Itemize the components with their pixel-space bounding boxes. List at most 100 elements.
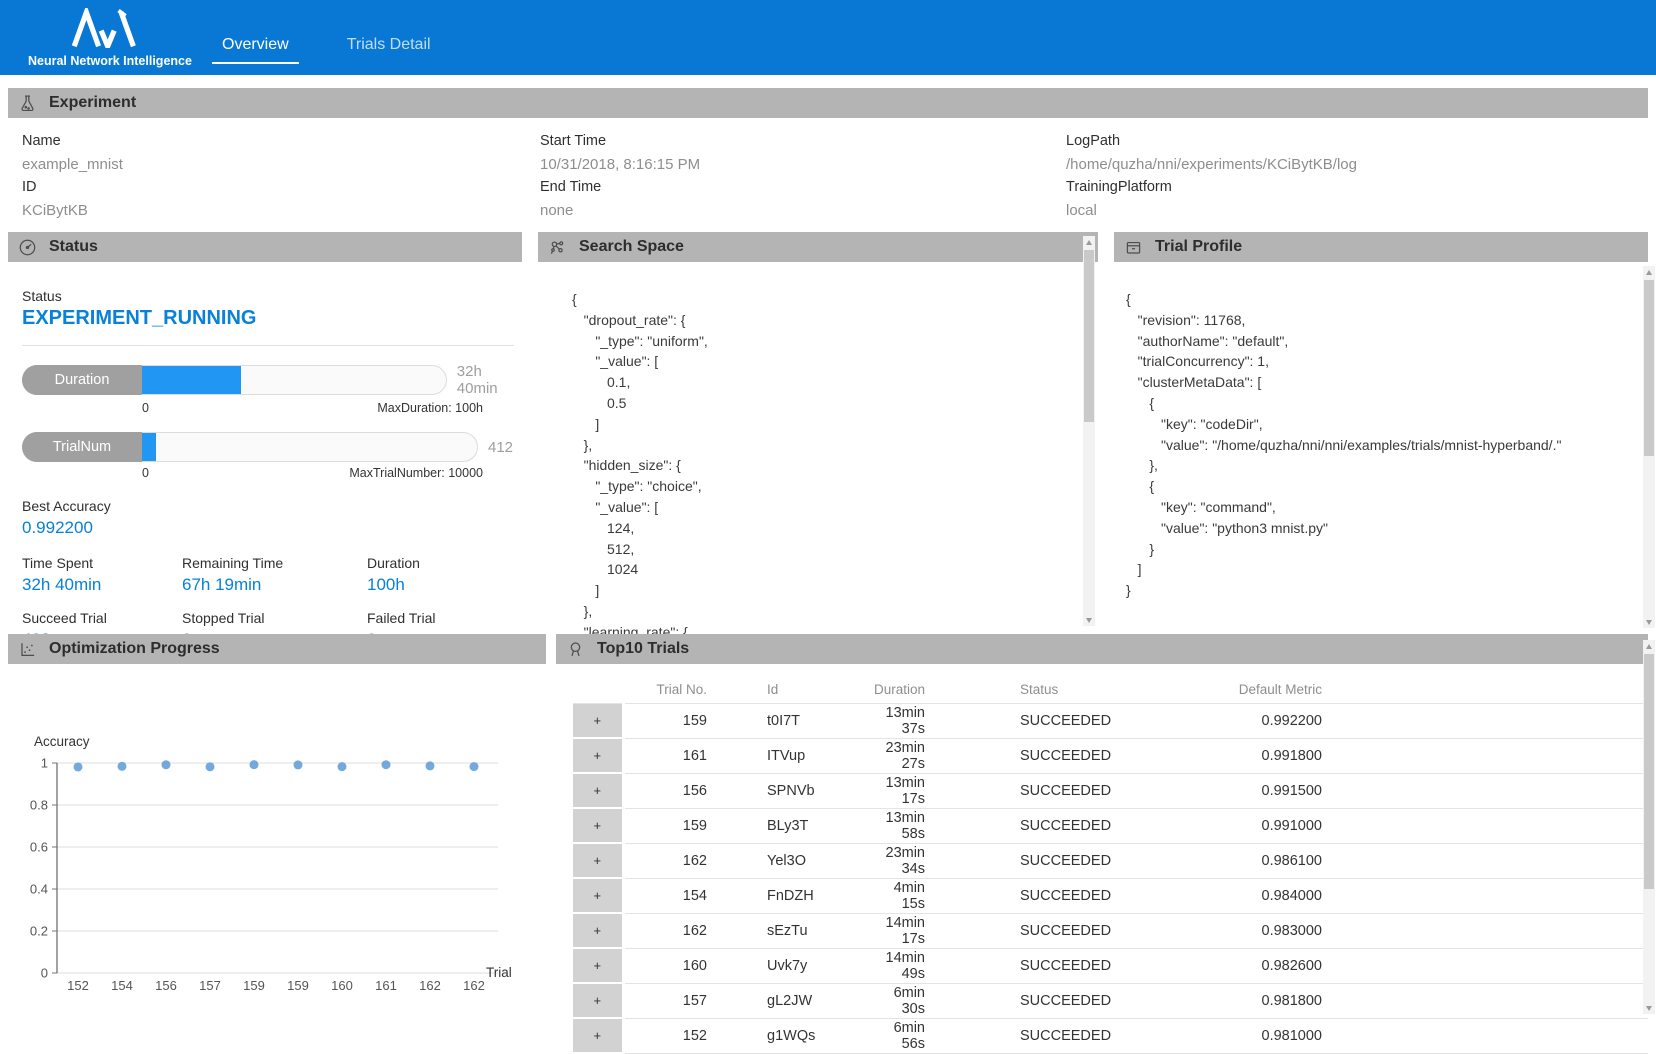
trial-no-cell: 159 [623, 703, 733, 738]
best-accuracy-value: 0.992200 [22, 518, 522, 538]
trialnum-progress-row: TrialNum 412 [22, 432, 522, 462]
experiment-name-value: example_mnist [22, 153, 540, 176]
trialnum-progress-bar: TrialNum [22, 432, 478, 462]
scroll-thumb[interactable] [1644, 654, 1654, 889]
metric-cell: 0.983000 [1218, 913, 1648, 948]
page-scrollbar-upper[interactable] [1643, 266, 1655, 628]
svg-text:159: 159 [287, 978, 309, 993]
metric-cell: 0.991800 [1218, 738, 1648, 773]
search-space-scroll-thumb[interactable] [1084, 250, 1094, 422]
status-cell: SUCCEEDED [988, 843, 1218, 878]
table-row: + 152 g1WQs 6min 56s SUCCEEDED 0.981000 [573, 1018, 1648, 1053]
svg-text:0: 0 [41, 966, 48, 981]
tab-overview[interactable]: Overview [212, 36, 299, 64]
training-platform-value: local [1066, 199, 1648, 222]
trial-profile-header: Trial Profile [1114, 232, 1648, 262]
trial-id-cell: g1WQs [733, 1018, 868, 1053]
search-space-scrollbar[interactable] [1083, 236, 1095, 626]
table-row: + 159 t0I7T 13min 37s SUCCEEDED 0.992200 [573, 703, 1648, 738]
table-row: + 159 BLy3T 13min 58s SUCCEEDED 0.991000 [573, 808, 1648, 843]
duration-cell: 14min 17s [868, 913, 988, 948]
svg-text:152: 152 [67, 978, 89, 993]
medal-icon [566, 640, 585, 659]
expand-row-button[interactable]: + [573, 878, 623, 913]
nni-overview-page: { "nav": { "logo_text": "Neural Network … [0, 0, 1656, 1030]
col-trial-no: Trial No. [623, 676, 733, 703]
brand-name: Neural Network Intelligence [28, 54, 190, 68]
duration-bar-label: Duration [22, 365, 142, 395]
svg-text:0.8: 0.8 [30, 798, 48, 813]
expand-row-button[interactable]: + [573, 738, 623, 773]
svg-text:157: 157 [199, 978, 221, 993]
col-default-metric: Default Metric [1218, 676, 1648, 703]
trial-id-cell: ITVup [733, 738, 868, 773]
status-panel: Status Status EXPERIMENT_RUNNING Duratio… [8, 232, 522, 632]
duration-elapsed-value: 32h 40min [457, 363, 522, 397]
svg-text:162: 162 [419, 978, 441, 993]
top10-trials-table: Trial No. Id Duration Status Default Met… [573, 676, 1648, 1054]
experiment-status-value: EXPERIMENT_RUNNING [22, 307, 522, 330]
tab-trials-detail[interactable]: Trials Detail [337, 36, 441, 64]
gauge-icon [18, 238, 37, 257]
best-accuracy-label: Best Accuracy [22, 498, 522, 514]
trial-id-cell: FnDZH [733, 878, 868, 913]
status-cell: SUCCEEDED [988, 948, 1218, 983]
scroll-thumb[interactable] [1644, 280, 1654, 456]
expand-row-button[interactable]: + [573, 773, 623, 808]
scroll-down-arrow-icon[interactable] [1643, 616, 1655, 628]
max-trialnumber-label: MaxTrialNumber: 10000 [349, 466, 483, 480]
table-row: + 161 ITVup 23min 27s SUCCEEDED 0.991800 [573, 738, 1648, 773]
expand-row-button[interactable]: + [573, 983, 623, 1018]
trial-no-cell: 156 [623, 773, 733, 808]
trial-no-cell: 159 [623, 808, 733, 843]
status-cell: SUCCEEDED [988, 738, 1218, 773]
duration-cell: 13min 58s [868, 808, 988, 843]
stopped-trial-label: Stopped Trial [182, 610, 367, 626]
nav-tabs: Overview Trials Detail [212, 36, 441, 64]
optimization-progress-panel: Optimization Progress 00.20.40.60.811521… [8, 634, 546, 1030]
search-space-title: Search Space [579, 238, 684, 256]
scroll-up-arrow-icon[interactable] [1643, 266, 1655, 278]
expand-row-button[interactable]: + [573, 1018, 623, 1053]
col-duration: Duration [868, 676, 988, 703]
optimization-progress-header: Optimization Progress [8, 634, 546, 664]
trialnum-count-value: 412 [488, 439, 513, 456]
expand-row-button[interactable]: + [573, 913, 623, 948]
page-scrollbar-lower[interactable] [1643, 640, 1655, 1014]
scroll-up-arrow-icon[interactable] [1083, 236, 1095, 248]
duration-cell: 13min 17s [868, 773, 988, 808]
expand-row-button[interactable]: + [573, 948, 623, 983]
trial-no-cell: 161 [623, 738, 733, 773]
col-id: Id [733, 676, 868, 703]
expand-row-button[interactable]: + [573, 808, 623, 843]
top10-trials-panel: Top10 Trials Trial No. Id Duration Statu… [556, 634, 1648, 1030]
status-cell: SUCCEEDED [988, 913, 1218, 948]
expand-row-button[interactable]: + [573, 843, 623, 878]
table-row: + 156 SPNVb 13min 17s SUCCEEDED 0.991500 [573, 773, 1648, 808]
table-row: + 154 FnDZH 4min 15s SUCCEEDED 0.984000 [573, 878, 1648, 913]
metric-cell: 0.984000 [1218, 878, 1648, 913]
duration-progress-row: Duration 32h 40min [22, 363, 522, 397]
remaining-time-label: Remaining Time [182, 555, 367, 571]
search-space-json: { "dropout_rate": { "_type": "uniform", … [538, 262, 1098, 643]
time-spent-label: Time Spent [22, 555, 182, 571]
scroll-down-arrow-icon[interactable] [1083, 614, 1095, 626]
duration-progress-bar: Duration [22, 365, 447, 395]
experiment-id-label: ID [22, 176, 540, 199]
logpath-label: LogPath [1066, 130, 1648, 153]
svg-text:160: 160 [331, 978, 353, 993]
nni-logo[interactable]: Neural Network Intelligence [28, 8, 190, 68]
svg-text:Trial: Trial [486, 965, 512, 980]
scroll-up-arrow-icon[interactable] [1643, 640, 1655, 652]
duration-cell: 23min 27s [868, 738, 988, 773]
experiment-title: Experiment [49, 94, 136, 112]
svg-text:0.2: 0.2 [30, 924, 48, 939]
start-time-value: 10/31/2018, 8:16:15 PM [540, 153, 1066, 176]
logpath-value: /home/quzha/nni/experiments/KCiBytKB/log [1066, 153, 1648, 176]
scroll-down-arrow-icon[interactable] [1643, 1002, 1655, 1014]
table-row: + 157 gL2JW 6min 30s SUCCEEDED 0.981800 [573, 983, 1648, 1018]
expand-row-button[interactable]: + [573, 703, 623, 738]
experiment-panel: Experiment Name example_mnist ID KCiBytK… [8, 88, 1648, 230]
expander-column-header [573, 676, 623, 703]
max-duration-label: MaxDuration: 100h [377, 401, 483, 415]
